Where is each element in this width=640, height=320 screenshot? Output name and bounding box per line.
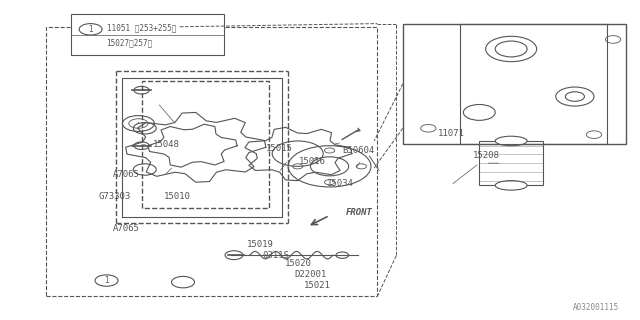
- Bar: [72, 14, 225, 55]
- Text: FRONT: FRONT: [346, 208, 372, 217]
- Text: 15048: 15048: [153, 140, 180, 148]
- Text: 15034: 15034: [326, 179, 353, 188]
- Text: D22001: D22001: [294, 270, 327, 279]
- Text: A7065: A7065: [113, 170, 140, 179]
- Text: 15015: 15015: [266, 144, 292, 153]
- Text: 15019: 15019: [246, 240, 273, 249]
- Bar: [479, 141, 543, 185]
- Ellipse shape: [495, 180, 527, 190]
- Polygon shape: [403, 24, 626, 144]
- Ellipse shape: [495, 136, 527, 146]
- Text: 0311S: 0311S: [262, 251, 289, 260]
- Text: 15016: 15016: [299, 157, 326, 166]
- Text: 11051 〈253+255〉: 11051 〈253+255〉: [106, 23, 176, 32]
- Text: 15020: 15020: [285, 259, 312, 268]
- Text: 11071: 11071: [438, 129, 465, 138]
- Text: G73303: G73303: [99, 192, 131, 201]
- Text: 1: 1: [88, 25, 93, 34]
- Text: 15021: 15021: [304, 281, 331, 290]
- Text: 15027〈257〉: 15027〈257〉: [106, 39, 153, 48]
- Text: B50604: B50604: [342, 146, 374, 155]
- Text: 15208: 15208: [473, 151, 500, 160]
- Text: 15010: 15010: [164, 192, 191, 201]
- Text: 1: 1: [104, 276, 109, 285]
- Text: A7065: A7065: [113, 224, 140, 233]
- Text: A032001115: A032001115: [573, 303, 620, 312]
